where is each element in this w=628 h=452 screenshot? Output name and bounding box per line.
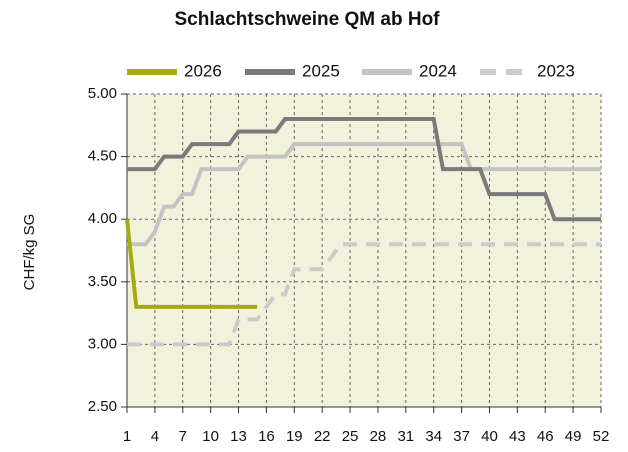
x-tick-label: 16 — [258, 428, 275, 445]
legend-label: 2025 — [302, 61, 340, 80]
x-tick-label: 7 — [179, 428, 187, 445]
chart-title: Schlachtschweine QM ab Hof — [175, 9, 441, 30]
x-tick-label: 19 — [286, 428, 303, 445]
series-line — [125, 218, 258, 309]
x-tick-label: 43 — [509, 428, 526, 445]
x-tick-label: 13 — [230, 428, 247, 445]
x-tick-label: 40 — [481, 428, 498, 445]
x-tick-label: 10 — [202, 428, 219, 445]
plot-area — [127, 94, 601, 407]
x-tick-label: 28 — [370, 428, 387, 445]
x-tick-label: 49 — [565, 428, 582, 445]
y-tick-label: 4.00 — [88, 210, 117, 227]
series-line — [127, 142, 601, 247]
x-tick-label: 4 — [151, 428, 159, 445]
x-tick-label: 1 — [123, 428, 131, 445]
y-axis-label: CHF/kg SG — [21, 214, 38, 291]
y-tick-label: 3.00 — [88, 335, 117, 352]
legend-label: 2024 — [419, 61, 457, 80]
series-line — [127, 242, 601, 347]
x-tick-label: 52 — [593, 428, 610, 445]
x-tick-label: 34 — [425, 428, 442, 445]
x-tick-label: 25 — [342, 428, 359, 445]
y-tick-label: 5.00 — [88, 85, 117, 102]
x-tick-label: 22 — [314, 428, 331, 445]
y-tick-label: 2.50 — [88, 398, 117, 415]
y-tick-label: 4.50 — [88, 148, 117, 165]
x-tick-label: 37 — [453, 428, 470, 445]
legend-label: 2026 — [184, 61, 222, 80]
legend-label: 2023 — [537, 61, 575, 80]
x-tick-label: 46 — [537, 428, 554, 445]
series-line — [127, 117, 601, 222]
y-tick-label: 3.50 — [88, 273, 117, 290]
x-tick-label: 31 — [397, 428, 414, 445]
